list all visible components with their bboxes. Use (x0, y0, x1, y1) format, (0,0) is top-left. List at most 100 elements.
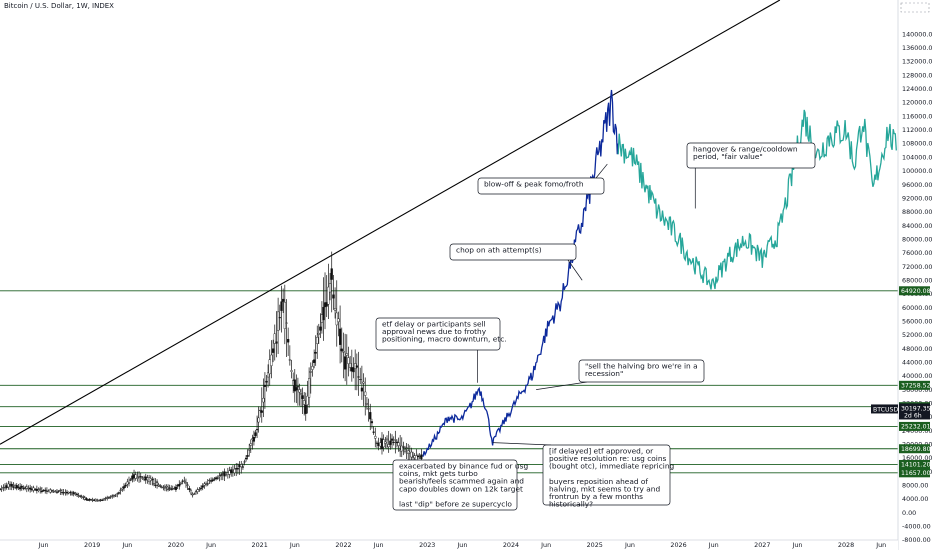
level-tag (899, 459, 930, 469)
x-tick-label: 2028 (838, 541, 854, 549)
candle-body (179, 482, 183, 485)
candle-body (392, 441, 395, 443)
candle-body (296, 386, 300, 388)
annotation-pointer (595, 163, 608, 179)
candle-body (199, 487, 203, 489)
y-tick-label: 8000.00 (902, 482, 928, 490)
y-tick-label: 136000.00 (902, 44, 932, 52)
candle-body (186, 484, 189, 486)
candle-body (387, 444, 390, 448)
candle-body (0, 488, 3, 490)
y-tick-label: 140000.00 (902, 30, 932, 38)
y-tick-label: 100000.00 (902, 167, 932, 175)
candle-body (270, 354, 273, 366)
candle-body (69, 491, 72, 493)
candle-body (304, 404, 307, 414)
y-tick-label: 56000.00 (902, 317, 932, 325)
x-tick-label: Jun (373, 541, 384, 549)
candle-body (198, 489, 201, 491)
candle-body (332, 294, 335, 299)
trend-line (0, 0, 781, 445)
candle-body (55, 492, 59, 494)
candle-body (157, 484, 160, 487)
y-tick-label: 52000.00 (902, 331, 932, 339)
annotation-text: blow-off & peak fomo/froth (484, 180, 584, 189)
annotation-1: blow-off & peak fomo/froth (477, 163, 608, 195)
candle-body (403, 449, 407, 452)
candle-body (166, 488, 170, 490)
candle-body (75, 493, 79, 495)
x-tick-label: Jun (205, 541, 216, 549)
y-tick-label: 44000.00 (902, 358, 932, 366)
annotation-text: period, "fair value" (693, 152, 763, 161)
candle-body (165, 485, 168, 488)
candle-body (94, 499, 97, 501)
candle-body (249, 443, 252, 446)
annotation-pointer (567, 259, 583, 281)
candle-body (369, 412, 372, 420)
annotation-box (477, 177, 605, 195)
candle-body (174, 486, 178, 490)
y-tick-label: 60000.00 (902, 304, 932, 312)
candle-body (196, 489, 199, 492)
annotation-text: hangover & range/cooldown (693, 145, 798, 154)
candle-body (159, 485, 162, 487)
candle-body (134, 474, 137, 479)
y-tick-label: 84000.00 (902, 222, 932, 230)
x-tick-label: Jun (875, 541, 886, 549)
annotation-text: "sell the halving bro we're in a (585, 362, 698, 371)
candle-body (333, 308, 337, 311)
level-tag-label: 64920.08 (901, 288, 931, 295)
candle-body (327, 286, 330, 305)
candle-body (216, 477, 219, 479)
projection-green-series (617, 109, 897, 290)
candle-body (54, 490, 57, 492)
annotation-box (686, 142, 816, 169)
candle-body (275, 341, 278, 344)
candle-body (384, 441, 387, 444)
annotation-text: positioning, macro downturn, etc. (382, 335, 507, 344)
candle-body (20, 485, 23, 488)
candle-body (278, 317, 281, 319)
y-tick-label: 4000.00 (902, 495, 928, 503)
x-tick-label: Jun (540, 541, 551, 549)
candle-body (183, 480, 186, 482)
candle-body (372, 431, 375, 433)
y-tick-label: 72000.00 (902, 263, 932, 271)
x-tick-label: Jun (121, 541, 132, 549)
candle-body (59, 489, 62, 491)
last-price-label: 30197.35 (901, 405, 931, 412)
candle-body (154, 484, 157, 486)
candle-body (288, 359, 291, 361)
candle-body (208, 479, 211, 482)
x-tick-label: Jun (38, 541, 49, 549)
candle-body (129, 479, 132, 481)
annotation-text: exacerbated by binance fud or usg (399, 462, 528, 471)
candle-body (285, 322, 288, 324)
y-tick-label: 132000.00 (902, 58, 932, 66)
candle-body (303, 400, 306, 405)
y-tick-label: 88000.00 (902, 208, 932, 216)
candle-body (420, 454, 423, 460)
candle-body (40, 490, 43, 492)
candle-body (263, 384, 267, 387)
axis-settings-box (900, 2, 930, 13)
candle-body (283, 301, 286, 329)
annotation-box (392, 459, 518, 511)
y-tick-label: 104000.00 (902, 153, 932, 161)
candle-body (330, 268, 333, 280)
candle-body (364, 391, 367, 396)
candle-body (389, 440, 392, 445)
candle-body (260, 410, 263, 413)
candle-body (211, 479, 214, 481)
candle-body (365, 403, 369, 405)
annotation-text: positive resolution re: usg coins (549, 454, 667, 463)
y-tick-label: 36000.00 (902, 386, 932, 394)
candle-body (178, 484, 181, 487)
level-tag (899, 380, 930, 390)
y-tick-label: 76000.00 (902, 249, 932, 257)
candle-body (340, 348, 343, 352)
candle-body (299, 393, 303, 395)
